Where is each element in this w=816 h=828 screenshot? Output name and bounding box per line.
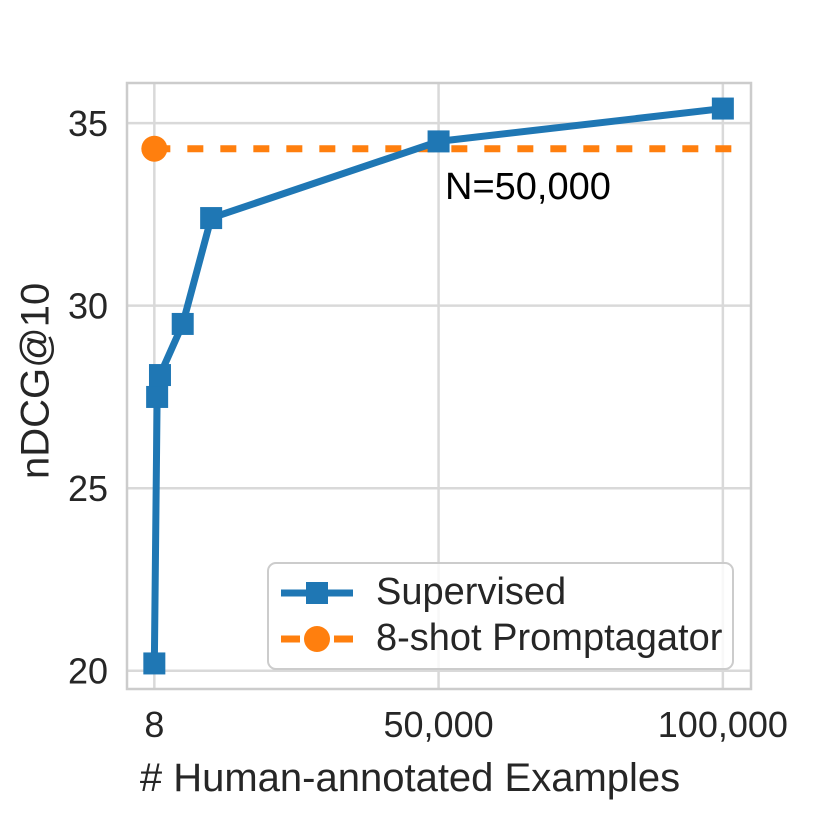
supervised-marker — [171, 312, 194, 335]
supervised-marker — [200, 207, 223, 230]
x-tick-label: 50,000 — [384, 704, 494, 745]
supervised-line-marker-icon — [281, 581, 353, 604]
annotation-n50000: N=50,000 — [445, 166, 611, 208]
y-axis-label: nDCG@10 — [13, 282, 58, 480]
legend-label-promptagator: 8-shot Promptagator — [376, 617, 723, 660]
plot-border — [125, 81, 753, 691]
y-tick-label: 25 — [68, 468, 108, 509]
supervised-legend-square — [306, 581, 328, 604]
y-tick-label: 20 — [68, 651, 108, 692]
y-tick-label: 35 — [68, 103, 108, 144]
promptagator-line-marker-icon — [281, 626, 353, 653]
x-tick-label: 100,000 — [658, 704, 788, 745]
x-tick-label: 8 — [144, 704, 164, 745]
y-tick-label: 30 — [68, 286, 108, 327]
x-axis-label: # Human-annotated Examples — [139, 756, 681, 800]
legend-item-supervised: Supervised — [280, 570, 732, 613]
promptagator-legend-circle — [304, 626, 330, 653]
8-shot-promptagator-marker — [141, 135, 168, 162]
legend-label-supervised: Supervised — [376, 570, 567, 613]
legend-item-promptagator: 8-shot Promptagator — [280, 617, 732, 660]
supervised-marker — [146, 385, 169, 408]
legend: Supervised 8-shot Promptagator — [267, 562, 734, 670]
supervised-marker — [427, 130, 450, 153]
supervised-marker — [143, 652, 166, 675]
supervised-marker — [711, 97, 734, 120]
supervised-marker — [148, 364, 171, 387]
